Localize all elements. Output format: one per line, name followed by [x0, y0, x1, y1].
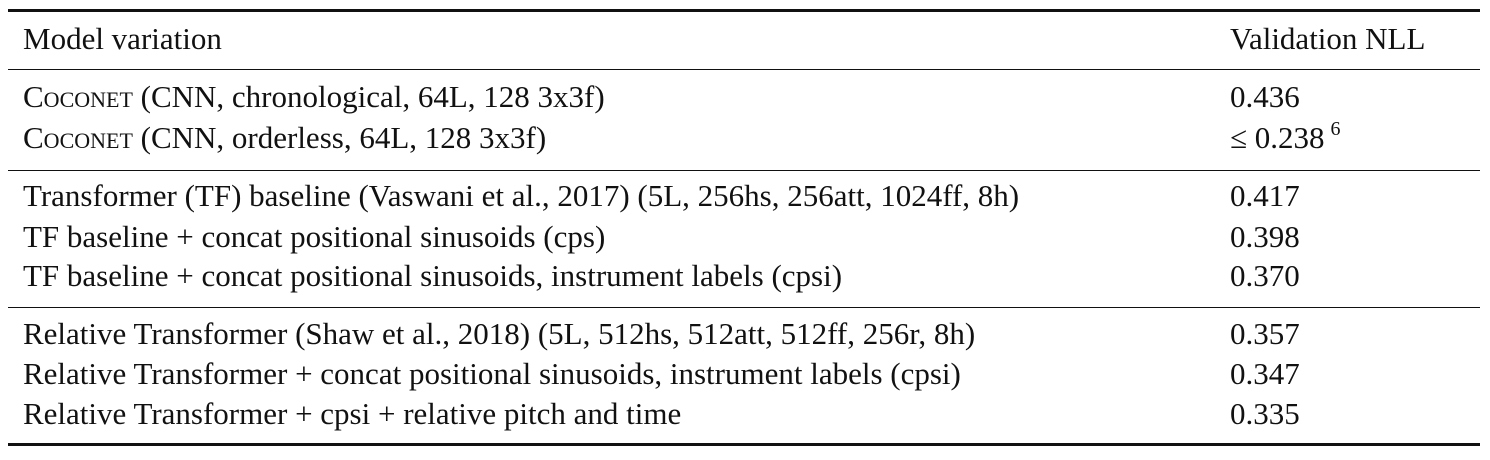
table-top-rule — [8, 9, 1480, 12]
model-description: TF baseline + concat positional sinusoid… — [23, 258, 843, 293]
nll-value: 0.398 — [1230, 219, 1300, 254]
model-name-smallcaps: Coconet — [23, 120, 133, 155]
table-row-nll: 0.417 — [1230, 178, 1300, 214]
table-row-model: Coconet (CNN, chronological, 64L, 128 3x… — [23, 79, 605, 115]
header-bottom-rule — [8, 69, 1480, 71]
table-row-model: Relative Transformer + cpsi + relative p… — [23, 396, 681, 432]
model-description: Relative Transformer (Shaw et al., 2018)… — [23, 316, 976, 351]
model-name-smallcaps: Coconet — [23, 79, 133, 114]
table-row-model: TF baseline + concat positional sinusoid… — [23, 219, 605, 255]
nll-value: ≤ 0.238 — [1230, 120, 1325, 155]
table-row-nll: 0.347 — [1230, 356, 1300, 392]
header-model-variation: Model variation — [23, 21, 222, 56]
nll-value: 0.335 — [1230, 396, 1300, 431]
nll-value: 0.370 — [1230, 258, 1300, 293]
nll-value: 0.347 — [1230, 356, 1300, 391]
table-row-nll: 0.436 — [1230, 79, 1300, 115]
table-row-nll: 0.370 — [1230, 258, 1300, 294]
table-row-model: TF baseline + concat positional sinusoid… — [23, 258, 842, 294]
model-description: Relative Transformer + concat positional… — [23, 356, 961, 391]
footnote-marker: 6 — [1330, 118, 1341, 140]
table-row-nll: 0.357 — [1230, 316, 1300, 352]
header-validation-nll: Validation NLL — [1230, 21, 1426, 56]
model-description: (CNN, orderless, 64L, 128 3x3f) — [140, 120, 547, 155]
table-row-nll: ≤ 0.238 6 — [1230, 118, 1341, 160]
nll-value: 0.417 — [1230, 178, 1300, 213]
model-description: TF baseline + concat positional sinusoid… — [23, 219, 606, 254]
table-row-nll: 0.335 — [1230, 396, 1300, 432]
nll-value: 0.436 — [1230, 79, 1300, 114]
nll-value: 0.357 — [1230, 316, 1300, 351]
group-divider-rule-1 — [8, 170, 1480, 172]
table-row-model: Transformer (TF) baseline (Vaswani et al… — [23, 178, 1019, 214]
table-row-model: Relative Transformer (Shaw et al., 2018)… — [23, 316, 975, 352]
table-row-model: Relative Transformer + concat positional… — [23, 356, 961, 392]
group-divider-rule-2 — [8, 307, 1480, 309]
model-description: Relative Transformer + cpsi + relative p… — [23, 396, 682, 431]
table-bottom-rule — [8, 443, 1480, 446]
table-row-model: Coconet (CNN, orderless, 64L, 128 3x3f) — [23, 120, 546, 156]
table-row-nll: 0.398 — [1230, 219, 1300, 255]
model-description: (CNN, chronological, 64L, 128 3x3f) — [140, 79, 605, 114]
model-description: Transformer (TF) baseline (Vaswani et al… — [23, 178, 1020, 213]
